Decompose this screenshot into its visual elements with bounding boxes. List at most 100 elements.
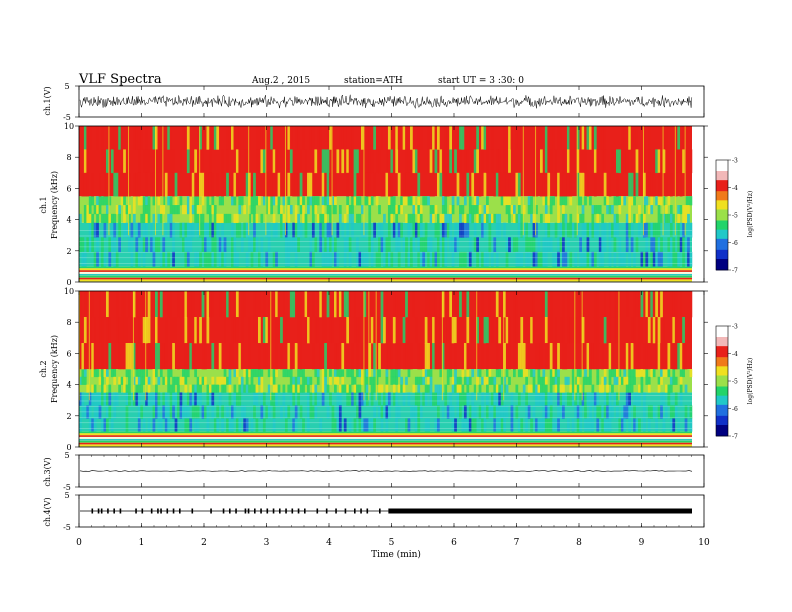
spectrogram-cell [292, 291, 296, 318]
spectrogram-cell [581, 213, 585, 224]
spectrogram-lf-stripe [79, 277, 692, 280]
spectrogram-cell [503, 343, 506, 370]
spectrogram-cell [118, 343, 121, 370]
spectrogram-cell [486, 343, 489, 370]
spectrogram-cell [250, 196, 254, 206]
spectrogram-cell [294, 172, 298, 197]
colorbar-cell [716, 215, 728, 218]
spectrogram-cell [405, 418, 408, 432]
spectrogram-cell [400, 205, 403, 215]
spectrogram-cell [81, 376, 85, 385]
spectrogram-cell [535, 205, 538, 215]
colorbar-cell [716, 191, 728, 194]
spectrogram-cell [642, 172, 646, 197]
spectrogram-cell [284, 317, 288, 344]
spectrogram-cell [346, 222, 350, 238]
spectrogram-cell [405, 251, 408, 267]
spectrogram-cell [527, 251, 531, 267]
ch2-spec-ytick-label: 2 [66, 412, 71, 421]
spectrogram-cell [441, 149, 445, 174]
spectrogram-cell [417, 418, 421, 432]
spectrogram-cell [539, 251, 543, 267]
spectrogram-cell [147, 213, 151, 224]
spectrogram-cell [213, 126, 217, 150]
spectrogram-cell [581, 384, 585, 393]
spectrogram-cell [137, 251, 141, 267]
spectrogram-cell [576, 149, 580, 174]
spectrogram-cell [206, 384, 210, 393]
spectrogram-cell [181, 222, 185, 238]
spectrogram-cell [687, 251, 690, 267]
spectrogram-cell [383, 213, 386, 224]
spectrogram-cell [569, 392, 573, 406]
spectrogram-cell [307, 392, 310, 406]
spectrogram-cell [186, 126, 190, 150]
spectrogram-cell [243, 384, 247, 393]
spectrogram-cell [365, 376, 369, 385]
spectrogram-cell [640, 213, 644, 224]
spectrogram-cell [579, 213, 582, 224]
spectrogram-cell [657, 205, 661, 215]
spectrogram-cell [446, 376, 450, 385]
spectrogram-cell [118, 384, 121, 393]
spectrogram-cell [147, 384, 151, 393]
spectrogram-cell [321, 317, 325, 344]
spectrogram-cell [503, 196, 506, 206]
spectrogram-cell [669, 376, 673, 385]
colorbar-cell [716, 205, 728, 209]
spectrogram-cell [250, 418, 254, 432]
spectrogram-cell [302, 205, 305, 215]
ch1-waveform-line [79, 94, 693, 109]
spectrogram-cell [682, 343, 685, 370]
spectrogram-cell [432, 251, 435, 267]
ch4-ytick-bottom: -5 [63, 523, 71, 532]
spectrogram-cell [576, 213, 580, 224]
spectrogram-cell [451, 237, 455, 253]
spectrogram-cell [515, 213, 519, 224]
spectrogram-cell [576, 222, 580, 238]
spectrogram-cell [169, 196, 173, 206]
spectrogram-cell [422, 376, 426, 385]
spectrogram-cell [468, 237, 472, 253]
spectrogram-cell [103, 149, 107, 174]
spectrogram-cell [130, 343, 134, 370]
spectrogram-cell [287, 384, 291, 393]
colorbar-cell [716, 333, 728, 336]
spectrogram-cell [395, 222, 399, 238]
spectrogram-cell [412, 213, 416, 224]
spectrogram-cell [615, 222, 619, 238]
spectrogram-cell [667, 392, 671, 406]
spectrogram-cell [593, 392, 597, 406]
spectrogram-cell [527, 317, 531, 344]
spectrogram-cell [684, 126, 688, 150]
spectrogram-cell [152, 251, 156, 267]
spectrogram-cell [221, 196, 224, 206]
spectrogram-cell [294, 376, 298, 385]
spectrogram-cell [674, 251, 678, 267]
spectrogram-cell [297, 237, 300, 253]
spectrogram-cell [606, 205, 609, 215]
spectrogram-cell [275, 172, 278, 197]
spectrogram-cell [275, 392, 278, 406]
spectrogram-cell [270, 205, 274, 215]
spectrogram-cell [451, 251, 455, 267]
spectrogram-cell [405, 172, 408, 197]
spectrogram-cell [635, 172, 639, 197]
spectrogram-cell [579, 251, 582, 267]
spectrogram-cell [535, 222, 538, 238]
spectrogram-cell [589, 222, 592, 238]
spectrogram-cell [387, 392, 391, 406]
spectrogram-cell [221, 251, 224, 267]
spectrogram-cell [615, 369, 619, 378]
spectrogram-cell [343, 213, 347, 224]
spectrogram-cell [179, 392, 183, 406]
spectrogram-cell [235, 149, 239, 174]
colorbar-tick-label: -6 [732, 406, 738, 413]
spectrogram-cell [569, 384, 573, 393]
spectrogram-cell [679, 172, 683, 197]
spectrogram-cell [569, 317, 573, 344]
spectrogram-cell [481, 213, 484, 224]
spectrogram-cell [142, 222, 146, 238]
spectrogram-cell [645, 291, 649, 318]
spectrogram-cell [620, 126, 624, 150]
